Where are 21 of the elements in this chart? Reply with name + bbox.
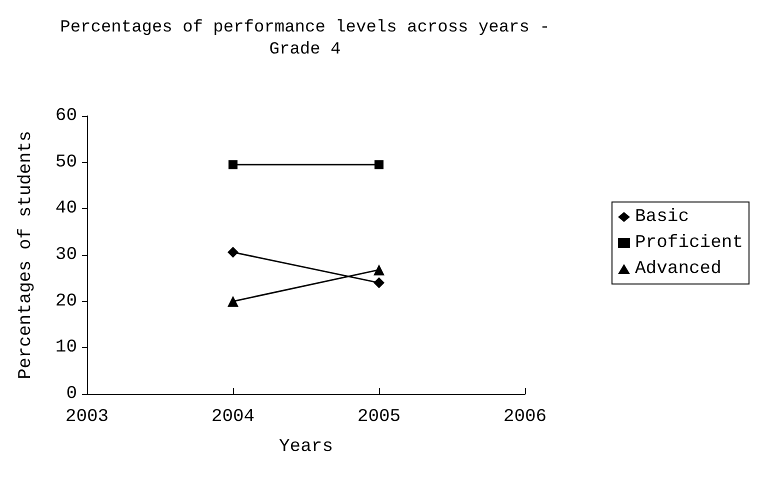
y-tick-label: 10 (55, 338, 77, 358)
x-tick-label: 2005 (357, 407, 401, 427)
point (228, 246, 238, 258)
legend-label: Basic (634, 207, 689, 227)
y-tick-label: 30 (55, 245, 77, 265)
y-tick-label: 20 (55, 291, 77, 312)
x-tick-label: 2006 (503, 407, 547, 427)
point (228, 160, 238, 170)
y-tick-label: 0 (66, 384, 77, 404)
point (374, 277, 384, 288)
y-tick-label: 60 (55, 106, 77, 126)
x-axis-title: Years (278, 437, 334, 457)
chart-title: Percentages of performance levels across years - Grade 4 (60, 18, 550, 60)
y-tick-label: 50 (55, 152, 77, 172)
x-tick-label: 2003 (65, 407, 109, 427)
y-axis-title: Percentages of students (16, 130, 36, 380)
x-tick-label: 2004 (211, 407, 255, 427)
y-tick-label: 40 (55, 198, 77, 219)
legend-label: Proficient (634, 233, 744, 253)
legend-label: Advanced (634, 259, 722, 279)
point (374, 160, 384, 170)
